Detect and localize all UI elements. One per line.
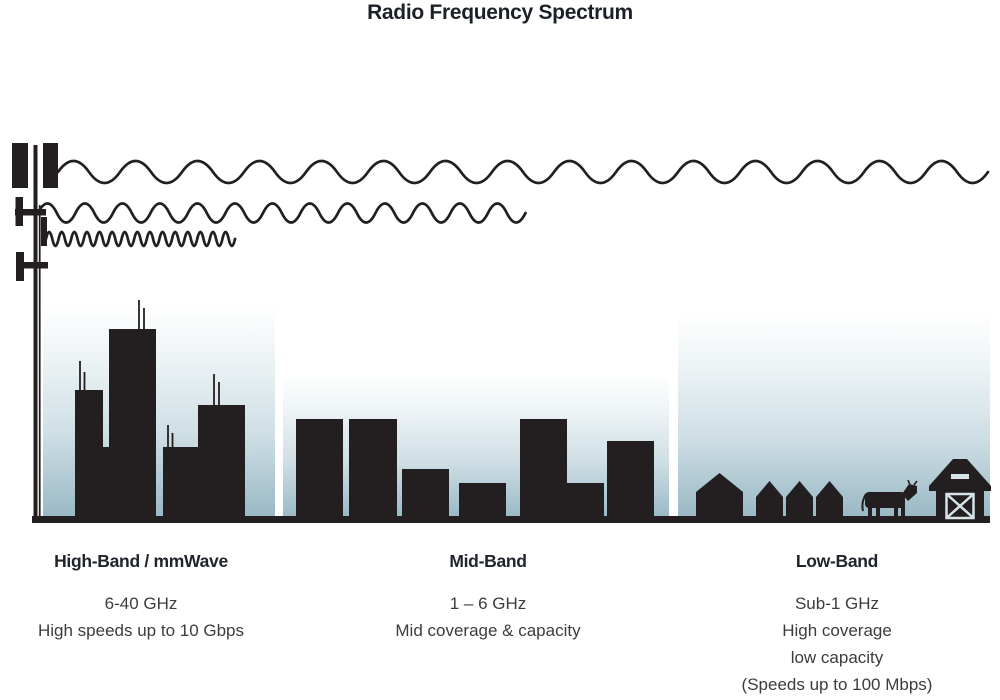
town-building-silhouette (349, 419, 397, 520)
band-title-lowband: Low-Band (795, 551, 879, 571)
band-detail: Mid coverage & capacity (395, 621, 581, 640)
wave-low-frequency-icon (56, 159, 990, 185)
spectrum-scene (12, 143, 991, 523)
band-detail: low capacity (790, 648, 884, 667)
town-building-silhouette (296, 419, 343, 520)
house-icon (696, 473, 743, 520)
cell-tower-icon (41, 217, 47, 246)
city-building-silhouette (198, 405, 245, 520)
band-detail: High coverage (782, 621, 892, 640)
house-icon (816, 481, 843, 520)
town-building-silhouette (607, 441, 654, 520)
city-building-silhouette (75, 390, 103, 520)
band-detail: (Speeds up to 100 Mbps) (741, 675, 933, 694)
wave-high-frequency-icon (44, 230, 237, 248)
ground-baseline (32, 516, 990, 523)
barn-icon (929, 459, 991, 520)
cell-tower-icon (43, 143, 58, 188)
town-building-silhouette (402, 469, 449, 520)
page-title: Radio Frequency Spectrum (367, 1, 633, 24)
city-building-silhouette (109, 329, 156, 520)
cell-tower-icon (18, 262, 48, 269)
cell-tower-icon (15, 197, 23, 226)
cell-tower-icon (12, 143, 28, 188)
town-building-silhouette (520, 419, 567, 520)
band-column-highband: High-Band / mmWave 6-40 GHz High speeds … (0, 549, 282, 644)
city-building-silhouette (163, 447, 198, 520)
band-title-highband: High-Band / mmWave (54, 551, 228, 571)
cell-tower-icon (33, 145, 38, 520)
band-column-midband: Mid-Band 1 – 6 GHz Mid coverage & capaci… (348, 549, 628, 644)
house-icon (756, 481, 783, 520)
wave-mid-frequency-icon (36, 202, 527, 224)
band-detail: 6-40 GHz (104, 594, 178, 613)
band-detail: Sub-1 GHz (794, 594, 880, 613)
cow-icon (861, 479, 918, 520)
band-detail: High speeds up to 10 Gbps (37, 621, 245, 640)
house-icon (786, 481, 813, 520)
town-building-silhouette (459, 483, 506, 520)
band-column-lowband: Low-Band Sub-1 GHz High coverage low cap… (697, 549, 977, 698)
scene-built-layer (12, 143, 990, 523)
band-title-midband: Mid-Band (449, 551, 527, 571)
town-building-silhouette (567, 483, 604, 520)
cell-tower-icon (15, 209, 46, 216)
cell-tower-icon (38, 205, 41, 520)
cell-tower-icon (16, 252, 24, 281)
band-detail: 1 – 6 GHz (449, 594, 527, 613)
city-building-silhouette (103, 447, 109, 520)
